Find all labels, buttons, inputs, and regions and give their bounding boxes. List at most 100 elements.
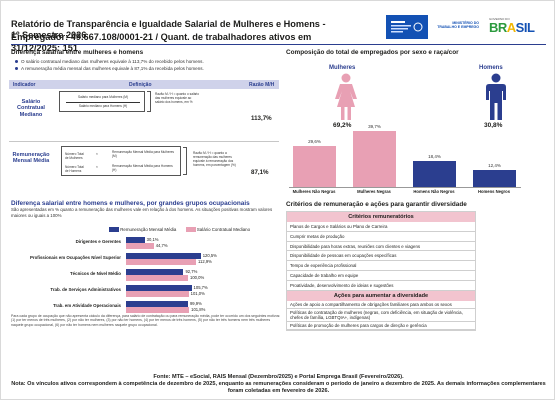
bar-salario [126, 307, 190, 313]
report-title: Relatório de Transparência e Igualdade S… [11, 19, 326, 40]
bullet-dot [15, 60, 18, 64]
remun-criteria-item: Capacidade de trabalho em equipe [287, 270, 475, 281]
salary-diff-heading: Diferença salarial entre mulheres e home… [11, 49, 144, 56]
row-divider [9, 141, 279, 142]
bar-value-salario: 101,8% [191, 307, 206, 312]
formula-times: × [96, 152, 98, 156]
bar-value-remuneracao: 120,5% [202, 253, 217, 258]
occupational-description: São apresentadas em % quanto a remuneraç… [11, 207, 273, 218]
bar-salario [126, 275, 188, 281]
diversity-action-item: Ações de apoio a compartilhamento de obr… [287, 300, 475, 309]
bar-remuneracao [126, 237, 145, 243]
composition-bar [293, 145, 336, 187]
remun-criteria-item: Cumprir metas de produção [287, 231, 475, 242]
occupation-label: Profissionais em Ocupações Nível Superio… [29, 255, 121, 260]
composition-bar-value: 29,6% [308, 138, 321, 144]
composition-bar [473, 169, 516, 187]
formula-total-men: Número Total de Homens [65, 165, 84, 173]
women-label: Mulheres [329, 65, 356, 71]
diversity-actions-title: Ações para aumentar a diversidade [287, 290, 475, 301]
header-divider [11, 44, 546, 45]
occupation-label: Dirigentes e Gerentes [75, 239, 121, 244]
remun-criteria-item: Proatividade, desenvolvimento de ideias … [287, 280, 475, 291]
bar-value-remuneracao: 105,7% [193, 285, 208, 290]
mte-logo: MINISTÉRIO DO TRABALHO E EMPREGO [437, 21, 479, 29]
remun-criteria-item: Planos de Cargos e Salários ou Plano de … [287, 222, 475, 232]
bar-value-salario: 112,9% [197, 259, 212, 264]
composition-bar-value: 39,7% [368, 124, 381, 130]
bar-value-salario: 44,7% [155, 243, 168, 248]
bar-value-remuneracao: 99,9% [189, 301, 202, 306]
bar-remuneracao [126, 301, 188, 307]
composition-bar-value: 18,4% [428, 154, 441, 160]
bar-remuneracao [126, 269, 184, 275]
composition-bar-value: 12,4% [488, 162, 501, 168]
remun-criteria-item: Disponibilidade para horas extras, reuni… [287, 241, 475, 252]
occupational-heading: Diferença salarial entre homens e mulher… [11, 200, 250, 207]
bar-salario [126, 243, 154, 249]
composition-category-label: Homens Negros [477, 189, 511, 194]
composition-category-label: Homens Não Negros [413, 189, 455, 194]
composition-heading: Composição do total de empregados por se… [286, 49, 459, 56]
formula-remun-women: Remuneração Mensal Média para Mulheres (… [112, 150, 175, 158]
formula-explain-salario: Razão M / H = quanto o salário das mulhe… [155, 92, 200, 104]
woman-icon [335, 73, 357, 120]
formula-times: × [96, 165, 98, 169]
men-label: Homens [479, 65, 503, 71]
gov-logo-word: BRASIL [489, 20, 535, 35]
legend-swatch-salario [185, 227, 196, 233]
bar-remuneracao [126, 253, 201, 259]
formula-box-remuneracao: Número Total de Mulheres Número Total de… [61, 146, 181, 176]
formula-box-salario: Salário mediano para Mulheres (M) Salári… [59, 91, 145, 112]
composition-bar [353, 131, 396, 187]
ratio-remuneracao: 87,1% [251, 169, 269, 176]
definition-table-header: Indicador Definição Razão M/H [9, 80, 279, 89]
formula-numerator: Salário mediano para Mulheres (M) [78, 95, 128, 99]
gov-logo-top: GOVERNO DO [489, 17, 510, 21]
employer-subtitle: Empregador: 49.667.108/0001-21 / Quant. … [11, 32, 312, 53]
bracket [147, 91, 151, 112]
salary-diff-bullets: O salário contratual mediano das mulhere… [15, 59, 277, 72]
occupational-footnote: Para cada grupo de ocupação que não apre… [11, 314, 281, 327]
diversity-action-item: Políticas de promoção de mulheres para c… [287, 321, 475, 330]
program-logo-icon [391, 21, 423, 33]
formula-explain-remuneracao: Razão M / H = quanto a remuneração das m… [193, 151, 236, 167]
occupational-legend: Remuneração Mensal Média Salário Contrat… [109, 227, 289, 233]
bar-value-salario: 101,0% [190, 291, 205, 296]
row-label-remuneracao: Remuneração Mensal Média [12, 152, 50, 165]
formula-line [66, 102, 140, 103]
remun-criteria-list: Planos de Cargos e Salários ou Plano de … [287, 222, 475, 291]
criteria-table: Critérios remuneratórios Planos de Cargo… [286, 211, 476, 331]
program-logo [386, 15, 428, 39]
bullet-1: O salário contratual mediano das mulhere… [15, 59, 277, 66]
bullet-dot [15, 66, 18, 70]
composition-bar [413, 161, 456, 187]
header-ratio: Razão M/H [249, 82, 275, 88]
row-label-salario: Salário Contratual Mediano [17, 99, 45, 118]
man-icon [486, 73, 506, 120]
remun-criteria-item: Disponibilidade de pessoas em ocupações … [287, 251, 475, 262]
legend-label-salario: Salário Contratual Mediano [196, 227, 251, 232]
remun-criteria-title: Critérios remuneratórios [287, 212, 475, 222]
diversity-actions-list: Ações de apoio a compartilhamento de obr… [287, 300, 475, 330]
composition-category-label: Mulheres Não Negras [292, 189, 336, 194]
formula-remun-men: Remuneração Mensal Média para Homens (H) [112, 164, 173, 172]
remun-criteria-item: Tempo de experiência profissional [287, 261, 475, 271]
composition-axis [289, 187, 521, 188]
diversity-action-item: Políticas de contratação de mulheres (ne… [287, 308, 475, 322]
bar-salario [126, 259, 196, 265]
bullet-2: A remuneração média mensal das mulheres … [15, 66, 277, 73]
bracket [183, 147, 187, 175]
bar-remuneracao [126, 285, 192, 291]
occupation-label: Técnicos de Nível Médio [70, 271, 121, 276]
legend-swatch-remuneracao [109, 227, 119, 233]
bar-value-remuneracao: 92,7% [185, 269, 198, 274]
footer-note: Nota: Os vínculos ativos correspondem à … [11, 381, 546, 394]
formula-denominator: Salário mediano para Homens (H) [78, 104, 128, 108]
bar-value-remuneracao: 30,1% [146, 237, 159, 242]
gov-brasil-logo: GOVERNO DO BRASIL [489, 17, 541, 39]
occupation-label: Trab. em Atividade Operacionais [53, 303, 121, 308]
header-definition: Definição [129, 82, 152, 88]
composition-category-label: Mulheres Negras [357, 189, 391, 194]
